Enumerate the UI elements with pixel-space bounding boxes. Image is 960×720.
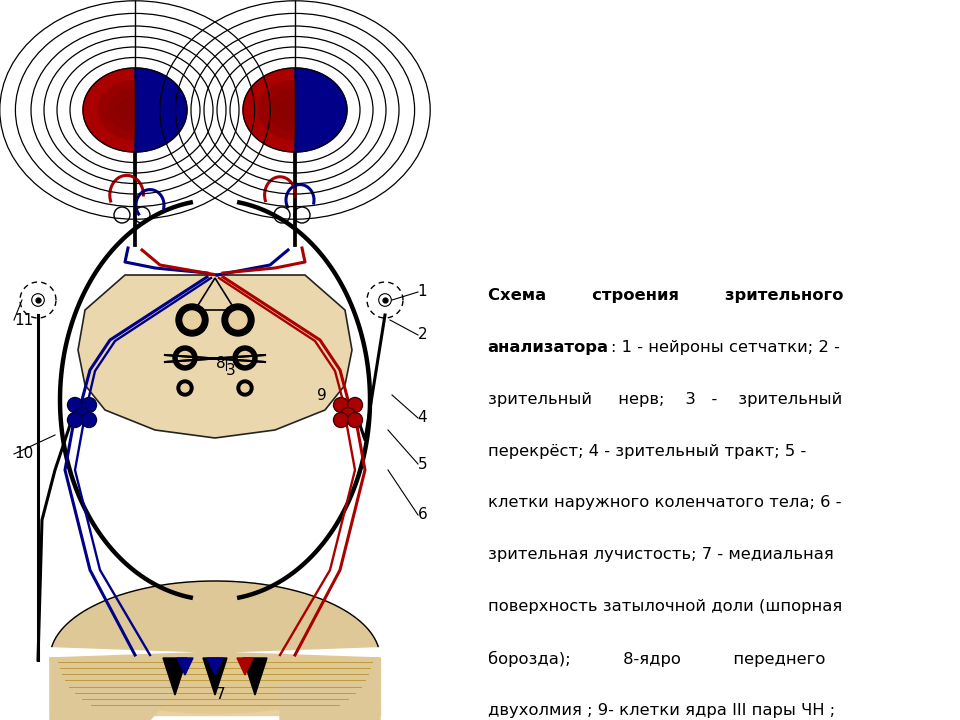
Text: 5: 5: [418, 457, 427, 472]
Polygon shape: [295, 68, 347, 152]
Polygon shape: [280, 658, 380, 720]
Text: Схема        строения        зрительного: Схема строения зрительного: [488, 288, 843, 303]
Circle shape: [177, 380, 193, 396]
Circle shape: [75, 408, 89, 423]
Polygon shape: [83, 68, 135, 152]
Circle shape: [237, 380, 253, 396]
Polygon shape: [50, 581, 380, 658]
Text: анализатора: анализатора: [488, 340, 609, 355]
Text: 8: 8: [216, 356, 226, 371]
Circle shape: [173, 346, 197, 370]
Text: анализатора: 1 - нейроны сетчатки; 2 -: анализатора: 1 - нейроны сетчатки; 2 -: [0, 719, 1, 720]
Polygon shape: [258, 81, 295, 140]
Text: 9: 9: [317, 389, 326, 403]
Text: 11: 11: [14, 313, 34, 328]
Circle shape: [179, 351, 191, 364]
Text: 1: 1: [418, 284, 427, 299]
Text: 10: 10: [14, 446, 34, 461]
Text: перекрёст; 4 - зрительный тракт; 5 -: перекрёст; 4 - зрительный тракт; 5 -: [488, 444, 806, 459]
Circle shape: [222, 304, 254, 336]
Text: зрительный     нерв;    3   -    зрительный: зрительный нерв; 3 - зрительный: [488, 392, 842, 407]
Polygon shape: [279, 97, 295, 122]
Text: клетки наружного коленчатого тела; 6 -: клетки наружного коленчатого тела; 6 -: [488, 495, 841, 510]
Circle shape: [229, 311, 247, 329]
Polygon shape: [99, 81, 135, 140]
Text: поверхность затылочной доли (шпорная: поверхность затылочной доли (шпорная: [488, 599, 842, 614]
Polygon shape: [203, 658, 227, 695]
Circle shape: [176, 304, 208, 336]
Polygon shape: [269, 89, 295, 131]
Circle shape: [241, 384, 249, 392]
Text: зрительная лучистость; 7 - медиальная: зрительная лучистость; 7 - медиальная: [488, 547, 833, 562]
Circle shape: [233, 346, 257, 370]
Polygon shape: [78, 275, 352, 438]
Polygon shape: [50, 658, 380, 715]
Polygon shape: [135, 68, 187, 152]
Polygon shape: [243, 68, 295, 152]
Circle shape: [67, 413, 83, 428]
Polygon shape: [243, 658, 267, 695]
Circle shape: [333, 397, 348, 413]
Text: : 1 - нейроны сетчатки; 2 -: : 1 - нейроны сетчатки; 2 -: [611, 340, 839, 355]
Circle shape: [341, 408, 355, 423]
Circle shape: [348, 397, 363, 413]
Polygon shape: [109, 89, 135, 131]
Polygon shape: [119, 97, 135, 122]
Circle shape: [67, 397, 83, 413]
Text: 6: 6: [418, 508, 427, 522]
Polygon shape: [177, 658, 193, 675]
Circle shape: [82, 413, 97, 428]
Text: двухолмия ; 9- клетки ядра III пары ЧН ;: двухолмия ; 9- клетки ядра III пары ЧН ;: [488, 703, 835, 718]
Polygon shape: [207, 658, 223, 675]
Polygon shape: [163, 658, 187, 695]
Circle shape: [333, 413, 348, 428]
Circle shape: [348, 413, 363, 428]
Circle shape: [181, 384, 189, 392]
Text: 4: 4: [418, 410, 427, 425]
Circle shape: [82, 397, 97, 413]
Circle shape: [183, 311, 201, 329]
Polygon shape: [50, 658, 180, 720]
Polygon shape: [50, 658, 380, 713]
Text: 7: 7: [216, 688, 226, 702]
Text: борозда);          8-ядро          переднего: борозда); 8-ядро переднего: [488, 651, 825, 667]
Text: 3: 3: [226, 364, 235, 378]
Polygon shape: [237, 658, 253, 675]
Text: 2: 2: [418, 328, 427, 342]
Circle shape: [238, 351, 252, 364]
